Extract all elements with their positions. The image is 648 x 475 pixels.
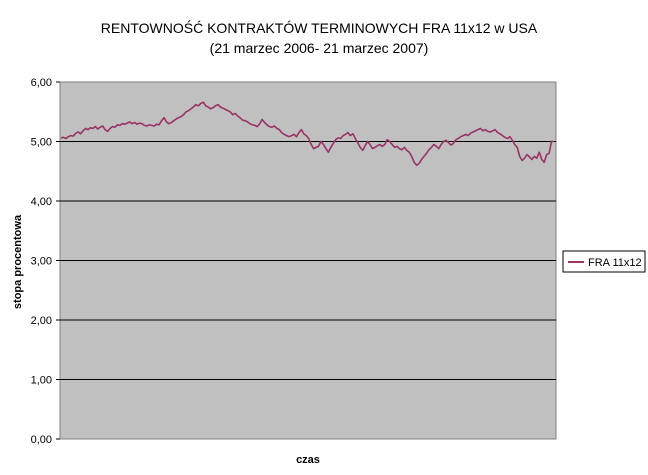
legend-box	[562, 250, 646, 273]
y-tick-label: 6,00	[31, 77, 52, 89]
series-line-fra-11x12	[60, 101, 554, 167]
y-axis-ticks: 0,00 1,00 2,00 3,00 4,00 5,00 6,00	[31, 77, 60, 446]
chart-subtitle: (21 marzec 2006- 21 marzec 2007)	[210, 40, 429, 56]
legend: FRA 11x12	[562, 250, 646, 273]
y-tick-label: 4,00	[31, 196, 52, 208]
y-tick-label: 3,00	[31, 256, 52, 268]
grid-lines	[60, 141, 556, 380]
y-tick-label: 0,00	[31, 434, 52, 446]
chart-title: RENTOWNOŚĆ KONTRAKTÓW TERMINOWYCH FRA 11…	[101, 19, 538, 36]
y-tick-label: 5,00	[31, 137, 52, 149]
y-tick-label: 2,00	[31, 315, 52, 327]
y-axis-label: stopa procentowa	[12, 214, 24, 309]
y-tick-label: 1,00	[31, 375, 52, 387]
legend-label: FRA 11x12	[588, 257, 642, 269]
x-axis-label: czas	[296, 454, 320, 466]
